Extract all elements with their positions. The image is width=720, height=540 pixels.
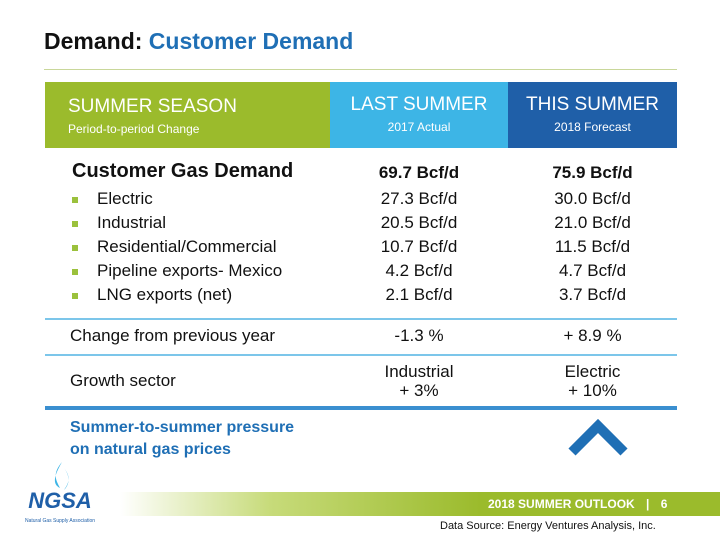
header-cell: [508, 82, 677, 148]
item-label: LNG exports (net): [97, 285, 233, 304]
pressure-line: on natural gas prices: [70, 441, 231, 458]
up-arrow: [568, 418, 628, 456]
growth-value: Electric + 10%: [508, 362, 677, 400]
item-value: 3.7 Bcf/d: [558, 285, 627, 304]
change-label: Change from previous year: [70, 326, 276, 345]
row-rule: [45, 318, 677, 320]
header-subtitle: Period-to-period Change: [68, 122, 200, 136]
pressure-line: Summer-to-summer pressure: [70, 419, 295, 436]
item-value: 11.5 Bcf/d: [554, 237, 631, 256]
growth-rate: + 10%: [568, 381, 617, 400]
header-cell: [330, 82, 508, 148]
growth-value: Industrial + 3%: [330, 362, 508, 400]
item-value: 10.7 Bcf/d: [380, 237, 458, 256]
item-label: Industrial: [97, 213, 166, 232]
title-prefix: Demand:: [44, 28, 143, 54]
logo: NGSA Natural Gas Supply Association: [25, 462, 95, 524]
item-value: 30.0 Bcf/d: [554, 189, 631, 208]
header-subtitle: 2017 Actual: [387, 120, 451, 134]
header-cell: [45, 82, 330, 148]
growth-rate: + 3%: [399, 381, 439, 400]
logo-subtitle: Natural Gas Supply Association: [25, 518, 95, 524]
title-rule: [44, 69, 677, 70]
pressure-label: Summer-to-summer pressure on natural gas …: [70, 417, 294, 461]
header-subtitle: 2018 Forecast: [554, 120, 631, 134]
slide-title: Demand: Customer Demand: [44, 28, 353, 55]
item-value: 20.5 Bcf/d: [380, 213, 458, 232]
growth-label: Growth sector: [70, 371, 176, 390]
bullet: [72, 269, 78, 275]
logo-text: NGSA: [28, 488, 92, 513]
separator: |: [646, 497, 650, 511]
bullet: [72, 197, 78, 203]
total-label: Customer Gas Demand: [72, 160, 294, 182]
bullet: [72, 245, 78, 251]
page-number: 6: [660, 497, 668, 511]
row-rule: [45, 354, 677, 356]
item-label: Electric: [97, 189, 153, 208]
change-value: + 8.9 %: [563, 326, 622, 345]
growth-sector: Electric: [564, 362, 621, 381]
chevron: [568, 418, 628, 456]
item-value: 27.3 Bcf/d: [380, 189, 458, 208]
bullet: [72, 293, 78, 299]
item-value: 4.7 Bcf/d: [558, 261, 627, 280]
item-label: Residential/Commercial: [97, 237, 277, 256]
total-value: 69.7 Bcf/d: [378, 163, 460, 182]
title-main: Customer Demand: [148, 28, 354, 54]
growth-sector: Industrial: [384, 362, 454, 381]
total-value: 75.9 Bcf/d: [552, 163, 633, 182]
flame: [54, 462, 69, 490]
bullet: [72, 221, 78, 227]
item-value: 21.0 Bcf/d: [554, 213, 631, 232]
footer-text: 2018 SUMMER OUTLOOK | 6: [488, 497, 667, 511]
header-title: THIS SUMMER: [526, 94, 659, 115]
item-value: 2.1 Bcf/d: [385, 285, 453, 304]
banner-title: 2018 SUMMER OUTLOOK: [488, 497, 635, 511]
header-title: LAST SUMMER: [350, 94, 488, 115]
change-value: -1.3 %: [394, 326, 444, 345]
item-label: Pipeline exports- Mexico: [97, 261, 283, 280]
item-value: 4.2 Bcf/d: [385, 261, 453, 280]
footer-banner: [120, 492, 720, 516]
source: Data Source: Energy Ventures Analysis, I…: [440, 520, 656, 532]
header-title: SUMMER SEASON: [68, 96, 237, 117]
row-rule: [45, 406, 677, 410]
